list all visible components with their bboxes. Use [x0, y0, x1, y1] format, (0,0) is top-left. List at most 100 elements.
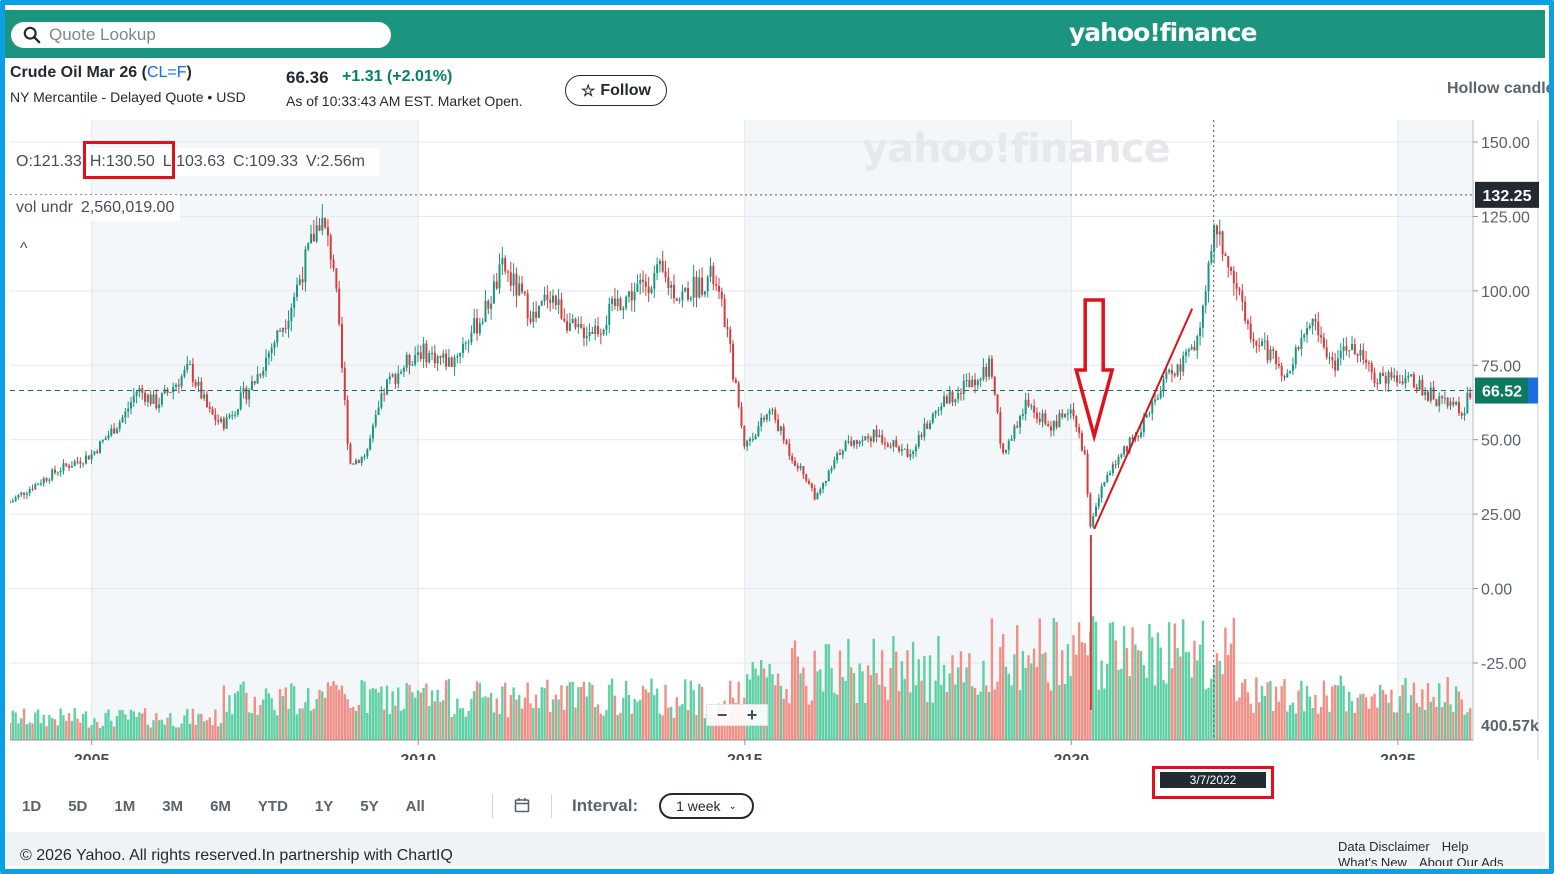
- candle-body: [1021, 414, 1024, 417]
- range-1d[interactable]: 1D: [22, 797, 42, 815]
- crosshair-price-label: 132.25: [1483, 188, 1532, 205]
- candle-body: [20, 492, 23, 495]
- candle-body: [1438, 396, 1441, 407]
- candle-body: [1185, 351, 1188, 356]
- candle-body: [121, 417, 124, 423]
- volume-bar: [1038, 618, 1041, 740]
- zoom-in-button[interactable]: +: [746, 704, 758, 725]
- candle-body: [388, 376, 391, 380]
- collapse-panel-icon[interactable]: ^: [20, 240, 28, 257]
- volume-bar: [1454, 686, 1458, 740]
- candle-body: [37, 484, 40, 486]
- volume-bar: [1322, 680, 1326, 740]
- range-5y[interactable]: 5Y: [360, 797, 379, 815]
- volume-bar: [1055, 621, 1058, 740]
- candle-body: [875, 429, 878, 437]
- whats-new-link[interactable]: What's New: [1338, 855, 1407, 866]
- candle-body: [571, 318, 574, 324]
- candle-body: [650, 288, 653, 293]
- chart-style-selector[interactable]: Hollow candle: [1447, 80, 1554, 97]
- range-1y[interactable]: 1Y: [314, 797, 334, 815]
- volume-bar: [1241, 682, 1244, 740]
- about-ads-link[interactable]: About Our Ads: [1418, 855, 1504, 866]
- candle-body: [577, 323, 580, 328]
- volume-bar: [315, 699, 318, 740]
- volume-bar: [813, 650, 816, 740]
- volume-bar: [1404, 677, 1407, 740]
- volume-bar: [616, 714, 619, 740]
- candle-body: [363, 456, 366, 458]
- candle-body: [1080, 433, 1083, 451]
- candle-body: [1457, 402, 1460, 414]
- zoom-controls: − +: [706, 704, 768, 726]
- data-disclaimer-link[interactable]: Data Disclaimer: [1338, 839, 1430, 854]
- volume-bar: [284, 687, 287, 740]
- volume-bar: [368, 689, 372, 740]
- range-all[interactable]: All: [405, 797, 425, 815]
- volume-bar: [208, 717, 211, 740]
- candle-body: [197, 381, 200, 386]
- volume-bar: [971, 686, 974, 740]
- candle-body: [763, 417, 766, 420]
- volume-bar: [624, 680, 628, 740]
- range-1m[interactable]: 1M: [114, 797, 136, 815]
- candle-body: [1463, 413, 1466, 416]
- volume-bar: [999, 647, 1002, 740]
- volume-bar: [402, 708, 406, 740]
- volume-bar: [903, 678, 906, 740]
- volume-bar: [115, 715, 119, 740]
- candle-body: [492, 281, 495, 304]
- volume-bar: [177, 727, 181, 740]
- candle-body: [1064, 414, 1067, 418]
- volume-bar: [104, 712, 107, 740]
- candle-body: [625, 296, 628, 309]
- volume-bar: [42, 714, 45, 740]
- volume-bar: [211, 725, 214, 740]
- candle-body: [234, 414, 237, 416]
- volume-bar: [301, 708, 304, 740]
- crosshair-date-label: 3/7/2022: [1160, 772, 1266, 788]
- yahoo-finance-logo[interactable]: yahoo!finance: [1069, 18, 1257, 47]
- range-ytd[interactable]: YTD: [257, 797, 288, 815]
- volume-bar: [155, 713, 158, 740]
- volume-bar: [1317, 713, 1320, 740]
- search-input[interactable]: [49, 25, 369, 45]
- volume-bar: [968, 653, 971, 740]
- volume-bar: [776, 673, 780, 740]
- volume-bar: [67, 713, 71, 740]
- candle-body: [1379, 373, 1382, 384]
- candle-body: [1258, 345, 1261, 347]
- help-link[interactable]: Help: [1441, 839, 1469, 854]
- candle-body: [287, 321, 290, 329]
- candle-body: [1047, 424, 1050, 427]
- volume-study-readout[interactable]: vol undr 2,560,019.00: [10, 195, 181, 221]
- range-5d[interactable]: 5D: [68, 797, 88, 815]
- zoom-out-button[interactable]: −: [716, 704, 728, 725]
- interval-dropdown[interactable]: 1 week ⌄: [659, 793, 754, 819]
- volume-bar: [602, 715, 605, 740]
- volume-bar: [1207, 687, 1210, 740]
- volume-bar: [456, 698, 459, 740]
- volume-bar: [532, 707, 535, 740]
- candle-body: [23, 492, 26, 495]
- quote-lookup-search[interactable]: [11, 22, 391, 48]
- volume-bar: [492, 712, 496, 740]
- range-6m[interactable]: 6M: [210, 797, 231, 815]
- candle-body: [1381, 373, 1384, 376]
- range-3m[interactable]: 3M: [162, 797, 184, 815]
- volume-bar: [312, 708, 316, 740]
- candle-body: [1072, 409, 1075, 416]
- y-tick-label: 25.00: [1481, 507, 1521, 524]
- volume-bar: [779, 685, 783, 740]
- volume-bar: [1024, 667, 1027, 740]
- volume-bar: [413, 697, 417, 740]
- candle-body: [506, 271, 509, 273]
- candle-body: [357, 460, 360, 463]
- candle-body: [473, 318, 476, 333]
- calendar-icon[interactable]: [514, 797, 530, 813]
- candle-body: [1252, 339, 1255, 342]
- volume-bar: [76, 718, 79, 740]
- follow-button[interactable]: ☆ Follow: [565, 75, 667, 106]
- price-chart[interactable]: yahoo!finance 150.00 125.00 100.00 75.00 50.…: [10, 120, 1540, 760]
- ticker-symbol[interactable]: CL=F: [146, 64, 187, 81]
